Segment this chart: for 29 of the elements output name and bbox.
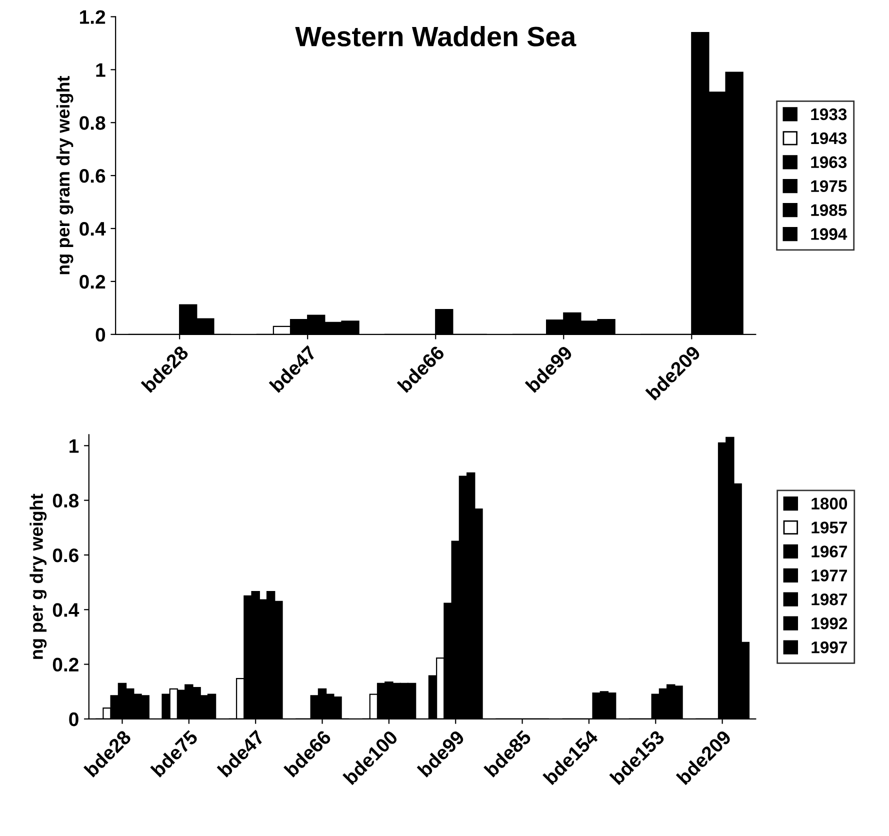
legend-label: 1943 — [811, 132, 847, 144]
y-axis-title: ng per gram dry weight — [56, 76, 74, 274]
legend-label: 1987 — [812, 594, 847, 606]
chart-title: Western Wadden Sea — [295, 26, 576, 46]
y-tick-label: 0.2 — [52, 658, 78, 672]
legend-label: 1975 — [811, 180, 847, 192]
legend-label: 1800 — [812, 498, 848, 510]
y-tick-label: 0.6 — [80, 169, 106, 183]
y-tick-label: 1 — [96, 63, 106, 77]
y-tick-label: 0.8 — [80, 116, 106, 130]
legend-label: 1985 — [811, 204, 847, 216]
y-axis-title: ng per g dry weight — [30, 494, 47, 659]
y-tick-label: 0 — [96, 328, 106, 342]
legend-label: 1997 — [812, 641, 847, 654]
legend-label: 1994 — [811, 228, 848, 240]
legend-label: 1977 — [812, 570, 847, 582]
y-tick-label: 0.2 — [80, 274, 106, 289]
legend-label: 1967 — [812, 546, 847, 558]
y-tick-label: 0.4 — [80, 222, 106, 236]
y-tick-label: 0 — [69, 712, 78, 726]
legend-label: 1992 — [812, 617, 848, 630]
y-tick-label: 1.2 — [80, 10, 106, 24]
y-tick-label: 1 — [70, 439, 79, 453]
legend-label: 1957 — [812, 522, 847, 534]
legend-label: 1933 — [811, 108, 847, 120]
y-tick-label: 0.6 — [52, 548, 78, 562]
legend-label: 1963 — [811, 156, 847, 168]
y-tick-label: 0.4 — [52, 603, 80, 617]
y-tick-label: 0.8 — [52, 494, 79, 508]
